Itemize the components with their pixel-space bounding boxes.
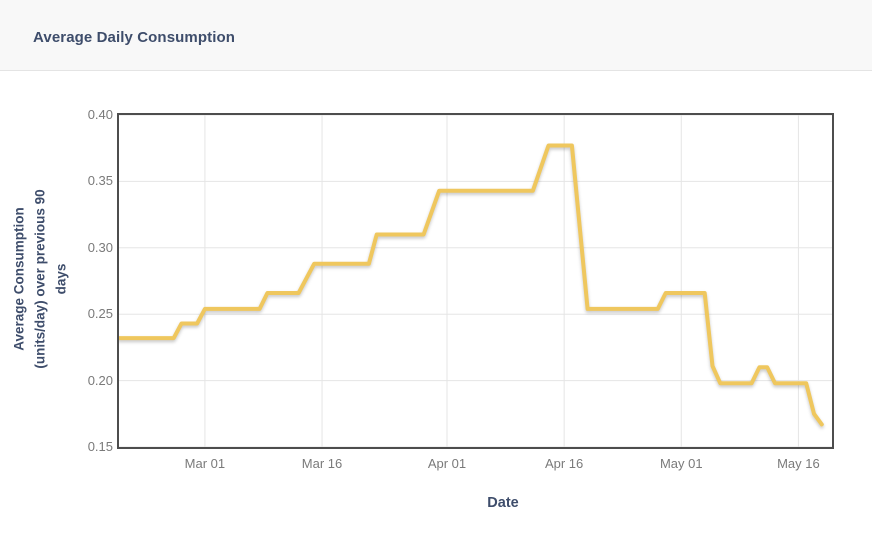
panel-header: Average Daily Consumption bbox=[0, 0, 872, 71]
x-axis-title: Date bbox=[487, 495, 519, 511]
x-tick-label: Mar 01 bbox=[184, 456, 226, 471]
x-tick-label: May 16 bbox=[777, 456, 820, 471]
y-axis-title-line: days bbox=[53, 263, 69, 295]
y-tick-label: 0.35 bbox=[87, 173, 113, 189]
y-tick-label: 0.15 bbox=[87, 439, 113, 454]
y-tick-label: 0.25 bbox=[87, 306, 113, 322]
x-tick-label: Apr 01 bbox=[427, 456, 467, 471]
series-line-consumption[interactable] bbox=[119, 143, 824, 427]
plot-area bbox=[117, 113, 834, 449]
x-tick-label: Mar 16 bbox=[301, 456, 343, 471]
average-daily-consumption-chart: Average Consumption (units/day) over prev… bbox=[0, 72, 872, 536]
y-axis-title-line: (units/day) over previous 90 bbox=[32, 189, 48, 369]
y-tick-label: 0.40 bbox=[87, 107, 113, 122]
consumption-line-chart-svg bbox=[119, 115, 832, 447]
chart-title: Average Daily Consumption bbox=[33, 29, 235, 46]
x-tick-label: Apr 16 bbox=[544, 456, 584, 471]
y-axis-title-line: Average Consumption bbox=[11, 207, 27, 351]
y-axis-title: Average Consumption (units/day) over prev… bbox=[10, 177, 73, 382]
x-tick-label: May 01 bbox=[659, 456, 703, 471]
y-tick-label: 0.30 bbox=[87, 239, 113, 255]
y-tick-label: 0.20 bbox=[87, 372, 113, 388]
